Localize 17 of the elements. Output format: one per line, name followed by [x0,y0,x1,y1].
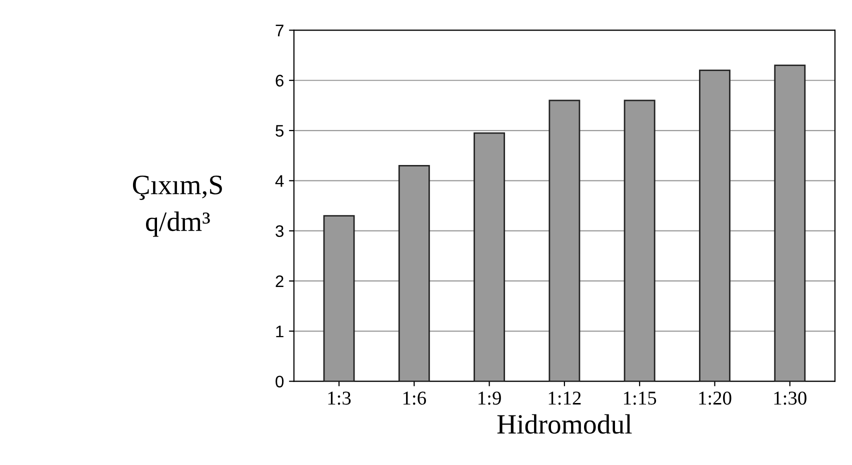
y-axis-title: Çıxım,S q/dm³ [132,176,222,237]
x-tick-label: 1:30 [774,392,806,405]
y-tick-label: 5 [276,125,284,137]
x-tick-label: 1:3 [328,392,351,405]
y-tick-label: 0 [276,376,284,388]
y-tick-label: 4 [275,175,284,187]
x-tick-label: 1:9 [478,392,501,405]
x-tick-label: 1:20 [699,392,732,405]
y-tick-label: 2 [276,275,284,288]
y-tick-label: 6 [276,74,284,87]
x-tick-label: 1:15 [624,392,656,405]
x-tick-label: 1:12 [548,392,581,405]
y-tick-label: 1 [276,326,284,338]
x-axis-title: Hidromodul [497,414,632,434]
y-tick-label: 7 [276,24,284,36]
y-tick-label: 3 [276,225,284,238]
x-tick-label: 1:6 [403,392,426,405]
